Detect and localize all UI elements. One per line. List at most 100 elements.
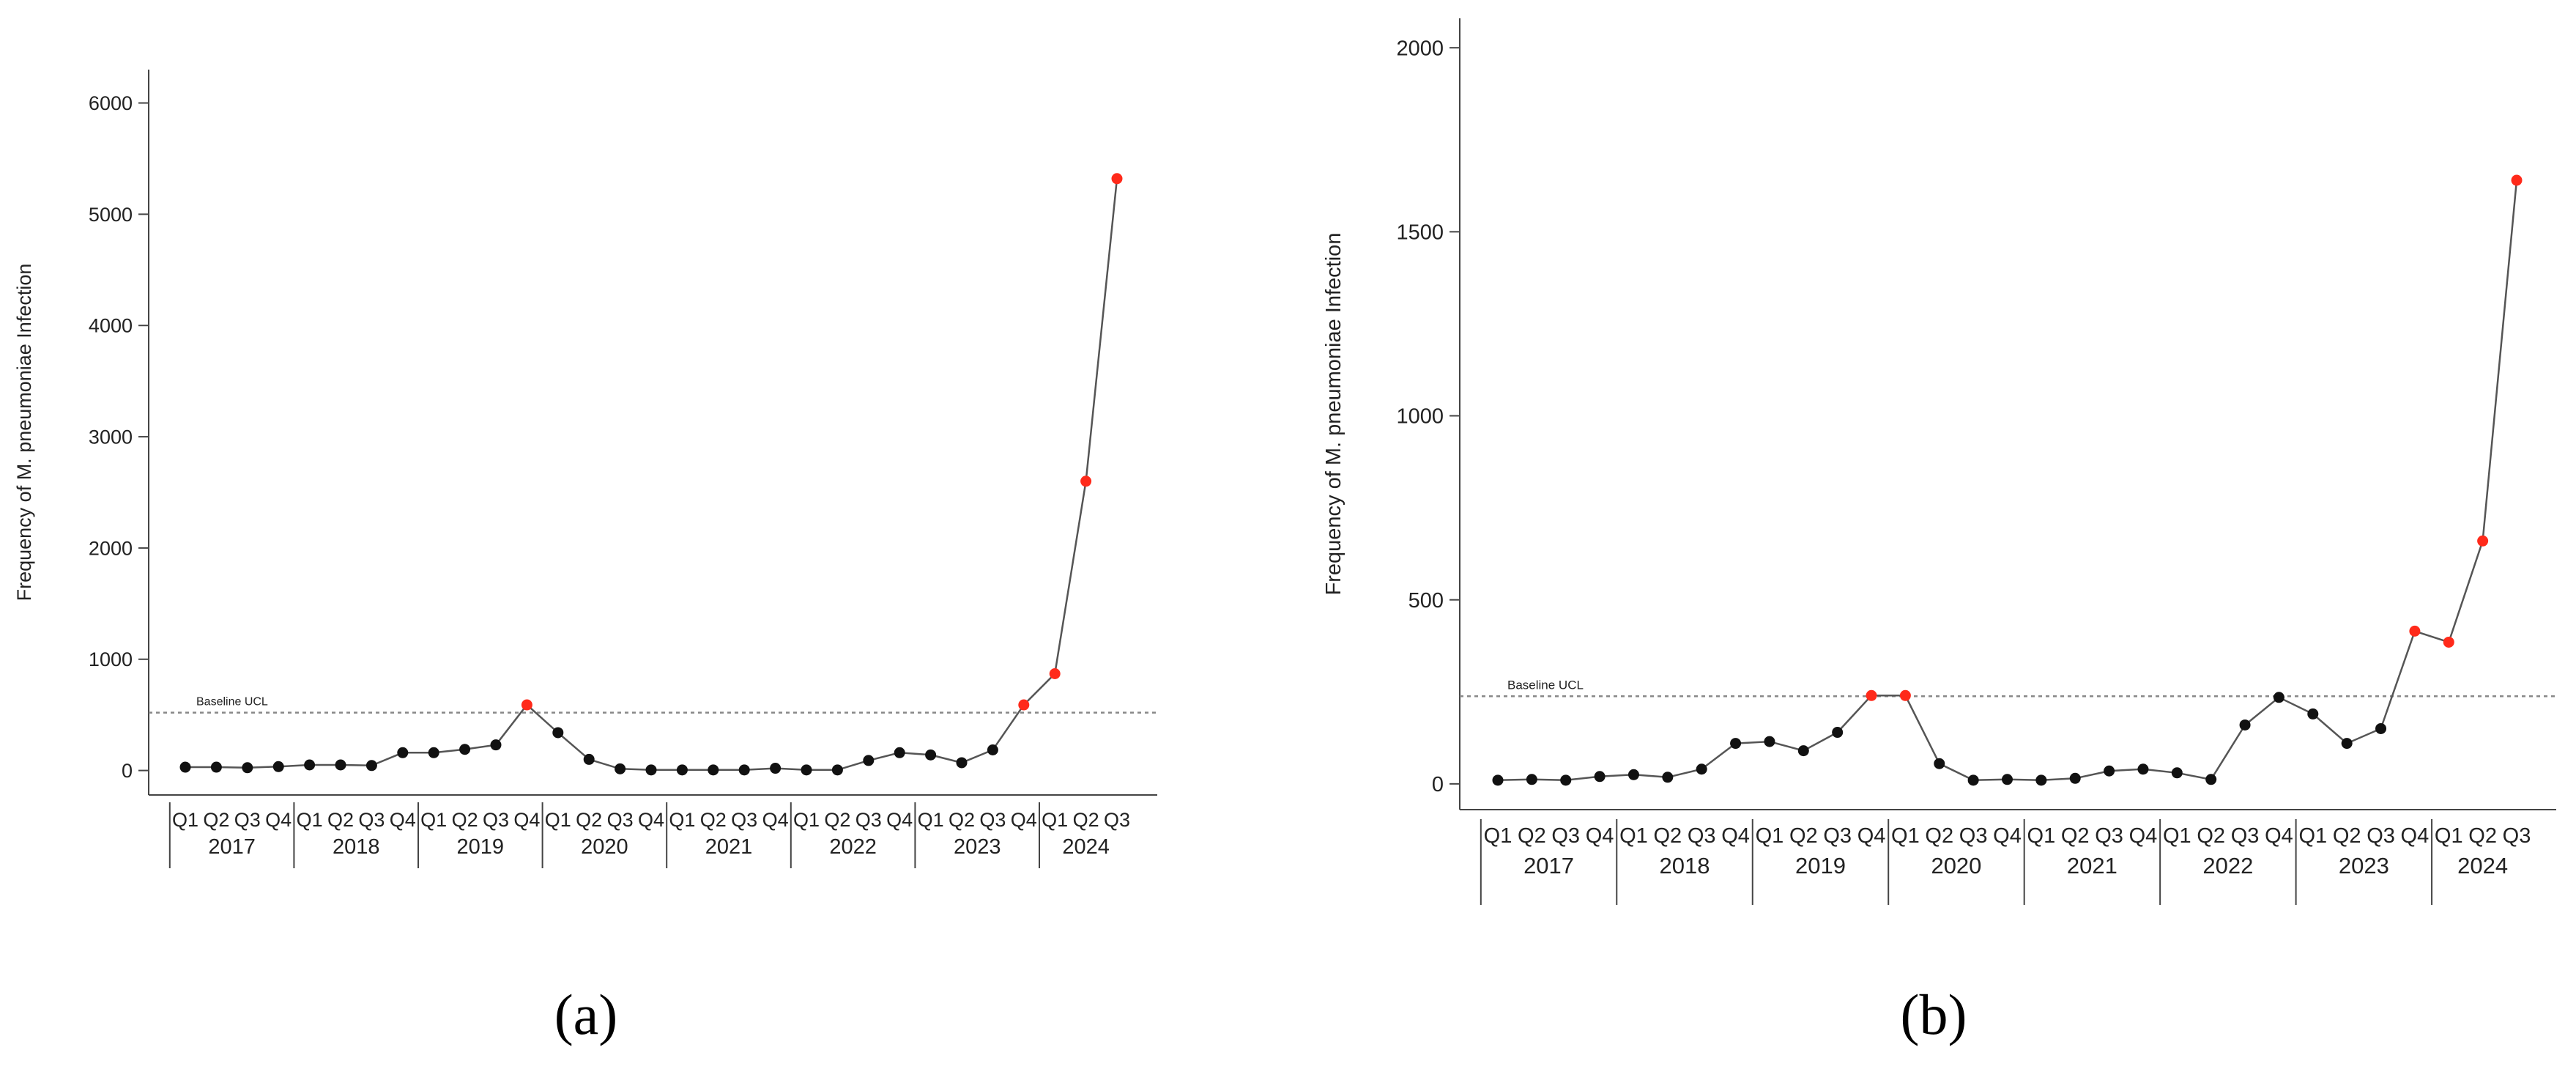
x-tick-label-quarter: Q3 — [731, 809, 757, 831]
x-year-label: 2019 — [457, 835, 505, 859]
data-point — [2239, 719, 2251, 730]
x-tick-label-quarter: Q4 — [762, 809, 789, 831]
x-tick-label-quarter: Q3 — [483, 809, 509, 831]
y-tick-label: 4000 — [89, 315, 133, 337]
y-tick-label: 500 — [1408, 589, 1444, 613]
x-tick-label-quarter: Q1 — [2163, 824, 2191, 848]
x-year-label: 2017 — [208, 835, 256, 859]
data-point — [801, 764, 812, 776]
x-tick-label-quarter: Q1 — [545, 809, 571, 831]
data-point — [1730, 738, 1742, 750]
data-point-flagged — [1049, 667, 1061, 679]
x-year-label: 2017 — [1523, 853, 1574, 878]
data-point — [1662, 772, 1674, 783]
x-tick-label-quarter: Q4 — [2129, 824, 2158, 848]
data-point — [304, 759, 316, 771]
x-tick-label-quarter: Q4 — [1993, 824, 2022, 848]
x-tick-label-quarter: Q4 — [1586, 824, 1614, 848]
data-point — [242, 762, 253, 774]
data-point — [179, 761, 191, 773]
y-tick-label: 6000 — [89, 92, 133, 114]
data-point — [708, 764, 719, 776]
y-tick-label: 1500 — [1396, 221, 1444, 244]
data-point — [397, 747, 409, 758]
x-year-label: 2020 — [1931, 853, 1981, 878]
x-tick-label-quarter: Q1 — [1619, 824, 1648, 848]
x-tick-label-quarter: Q4 — [1011, 809, 1037, 831]
x-tick-label-quarter: Q2 — [452, 809, 478, 831]
x-tick-label-quarter: Q3 — [234, 809, 261, 831]
data-point — [2137, 763, 2149, 775]
x-year-label: 2021 — [705, 835, 753, 859]
x-tick-label-quarter: Q3 — [1823, 824, 1852, 848]
data-point — [2375, 722, 2387, 734]
y-tick-label: 5000 — [89, 204, 133, 226]
data-point — [1934, 758, 1945, 769]
data-point — [335, 759, 346, 771]
chart-panel-b: 0 500 1000 1500 2000 Frequency of M. pneumoni… — [1322, 18, 2556, 905]
x-tick-label-quarter: Q1 — [1756, 824, 1784, 848]
y-tick-label: 1000 — [1396, 405, 1444, 429]
x-tick-label-quarter: Q4 — [265, 809, 292, 831]
data-point — [2341, 738, 2353, 750]
x-tick-label-quarter: Q3 — [1959, 824, 1988, 848]
data-point-flagged — [2443, 636, 2454, 648]
x-year-label: 2023 — [2339, 853, 2389, 878]
data-point — [2035, 774, 2047, 786]
series-line — [185, 178, 1118, 772]
data-point — [676, 764, 688, 776]
x-tick-label-quarter: Q1 — [2435, 824, 2463, 848]
x-year-label: 2022 — [2202, 853, 2253, 878]
x-year-label: 2020 — [581, 835, 628, 859]
caption-a: (a) — [554, 983, 618, 1046]
caption-b: (b) — [1900, 983, 1967, 1046]
data-point — [1967, 774, 1979, 786]
x-tick-label-quarter: Q2 — [2468, 824, 2497, 848]
x-tick-label-quarter: Q4 — [638, 809, 664, 831]
data-point — [1492, 774, 1504, 786]
x-tick-label-quarter: Q3 — [1551, 824, 1580, 848]
x-tick-label-quarter: Q2 — [2061, 824, 2090, 848]
data-point — [1594, 771, 1606, 783]
x-tick-label-quarter: Q2 — [949, 809, 975, 831]
data-point-flagged — [1018, 699, 1030, 711]
x-tick-label-quarter: Q1 — [2298, 824, 2327, 848]
data-point — [1560, 774, 1572, 786]
x-tick-label-quarter: Q3 — [2367, 824, 2395, 848]
x-tick-label-quarter: Q3 — [1104, 809, 1130, 831]
x-year-label: 2024 — [2457, 853, 2508, 878]
y-tick-label: 2000 — [1396, 37, 1444, 60]
data-point — [583, 753, 595, 765]
y-axis-label: Frequency of M. pneumoniae Infection — [13, 264, 35, 602]
x-year-label: 2024 — [1062, 835, 1110, 859]
x-tick-label-quarter: Q2 — [203, 809, 229, 831]
x-tick-label-quarter: Q3 — [607, 809, 634, 831]
data-point — [365, 760, 377, 772]
x-tick-label-quarter: Q1 — [1042, 809, 1068, 831]
data-point — [490, 739, 502, 751]
data-point — [1696, 763, 1707, 775]
x-tick-label-quarter: Q2 — [824, 809, 850, 831]
baseline-ucl-label: Baseline UCL — [1507, 678, 1584, 692]
data-point-flagged — [2409, 625, 2421, 637]
data-point — [925, 749, 937, 761]
x-tick-label-quarter: Q2 — [1925, 824, 1953, 848]
data-point — [1526, 774, 1537, 785]
x-tick-label-quarter: Q1 — [669, 809, 695, 831]
x-tick-label-quarter: Q4 — [2401, 824, 2430, 848]
data-point — [956, 757, 968, 769]
data-point — [1832, 727, 1844, 739]
x-year-label: 2023 — [954, 835, 1001, 859]
data-point — [1764, 736, 1775, 747]
data-point — [1797, 745, 1809, 757]
x-year-label: 2022 — [829, 835, 877, 859]
data-point — [894, 747, 905, 758]
data-point — [2104, 765, 2115, 777]
y-tick-label: 0 — [122, 760, 133, 782]
x-tick-label-quarter: Q3 — [358, 809, 385, 831]
x-tick-label-quarter: Q2 — [1789, 824, 1818, 848]
data-point — [2171, 767, 2183, 779]
data-point — [863, 755, 875, 766]
x-tick-label-quarter: Q1 — [918, 809, 944, 831]
